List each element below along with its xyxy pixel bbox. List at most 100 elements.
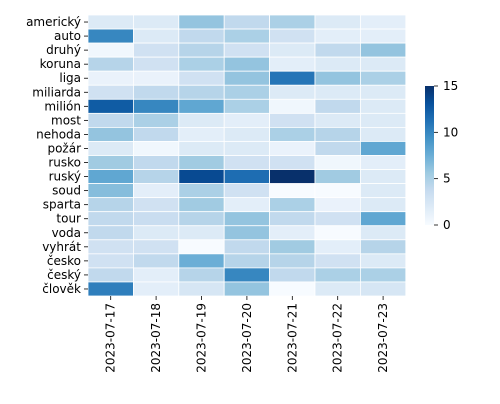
heatmap-cell (269, 239, 316, 255)
heatmap-cell (178, 14, 225, 30)
heatmap-cell (359, 169, 407, 185)
heatmap-cell (269, 70, 316, 86)
heatmap-cell (223, 141, 270, 156)
heatmap-cell (359, 197, 407, 213)
heatmap-cell (132, 197, 180, 213)
heatmap-cell (178, 183, 225, 199)
heatmap-cell (359, 42, 407, 58)
heatmap-cell (178, 98, 225, 114)
heatmap-cell (87, 169, 134, 185)
heatmap-cell (223, 281, 270, 297)
heatmap-cell (178, 70, 225, 86)
column-label: 2023-07-19 (195, 303, 209, 373)
heatmap-cell (359, 211, 407, 227)
column-label: 2023-07-21 (285, 303, 299, 373)
heatmap-cell (178, 155, 225, 170)
heatmap-cell (178, 28, 225, 44)
heatmap-cell (132, 98, 180, 114)
colorbar-tick-label: 5 (443, 172, 451, 186)
row-label: miliarda (32, 85, 81, 99)
colorbar-tick-label: 10 (443, 125, 458, 139)
heatmap-cell (178, 281, 225, 297)
heatmap-cell (132, 225, 180, 241)
heatmap-cell (223, 225, 270, 241)
heatmap-cell (132, 112, 180, 128)
heatmap-cell (87, 183, 134, 199)
heatmap-cell (314, 127, 361, 142)
heatmap-cell (359, 183, 407, 199)
heatmap-cell (132, 84, 180, 100)
heatmap-cell (269, 169, 316, 185)
heatmap-cell (359, 281, 407, 297)
heatmap-cell (178, 141, 225, 156)
heatmap-cell (178, 169, 225, 185)
heatmap-cell (132, 183, 180, 199)
heatmap-cell (269, 267, 316, 283)
heatmap-cell (269, 253, 316, 269)
column-label: 2023-07-22 (331, 303, 345, 373)
heatmap-cell (223, 267, 270, 283)
colorbar-gradient (425, 86, 434, 225)
heatmap-cell (132, 281, 180, 297)
heatmap-cell (132, 239, 180, 255)
heatmap-cell (269, 127, 316, 142)
column-label: 2023-07-17 (104, 303, 118, 373)
heatmap-cell (314, 169, 361, 185)
heatmap-cell (269, 84, 316, 100)
heatmap-cell (269, 183, 316, 199)
heatmap-cell (178, 253, 225, 269)
heatmap-cell (359, 56, 407, 72)
heatmap-cell (223, 211, 270, 227)
heatmap-cell (359, 155, 407, 170)
heatmap-cell (359, 98, 407, 114)
heatmap-cell (269, 112, 316, 128)
heatmap-cell (87, 14, 134, 30)
column-label: 2023-07-20 (240, 303, 254, 373)
colorbar-tick-label: 0 (443, 218, 451, 232)
heatmap-cell (132, 155, 180, 170)
heatmap-cell (314, 225, 361, 241)
row-label: voda (52, 226, 81, 240)
heatmap-cell (87, 28, 134, 44)
heatmap-cell (87, 141, 134, 156)
heatmap-cell (314, 197, 361, 213)
row-label: rusko (48, 156, 81, 170)
row-label: milión (44, 99, 81, 113)
heatmap-cell (314, 112, 361, 128)
heatmap-cell (87, 127, 134, 142)
heatmap-cell (314, 141, 361, 156)
heatmap-cell (269, 42, 316, 58)
heatmap-cell (359, 141, 407, 156)
heatmap-cell (87, 225, 134, 241)
row-label: nehoda (36, 127, 81, 141)
heatmap-cell (359, 225, 407, 241)
heatmap-cell (223, 84, 270, 100)
heatmap-cell (314, 42, 361, 58)
row-label: americký (26, 15, 81, 29)
heatmap-cell (178, 127, 225, 142)
heatmap-cell (178, 112, 225, 128)
heatmap-cell (359, 127, 407, 142)
heatmap-cell (132, 70, 180, 86)
heatmap-cell (359, 70, 407, 86)
heatmap-cell (87, 281, 134, 297)
column-labels: 2023-07-17 2023-07-18 2023-07-19 2023-07-20… (104, 296, 390, 373)
row-label: liga (59, 71, 81, 85)
row-label: tour (56, 212, 81, 226)
heatmap-cell (359, 239, 407, 255)
colorbar-tick-label: 15 (443, 79, 458, 93)
heatmap-cell (359, 28, 407, 44)
heatmap-cell (269, 98, 316, 114)
heatmap-cell (223, 112, 270, 128)
heatmap-cell (87, 155, 134, 170)
heatmap-cell (223, 28, 270, 44)
heatmap-cell (314, 155, 361, 170)
heatmap-cell (87, 70, 134, 86)
row-label: člověk (42, 282, 81, 296)
heatmap-cell (314, 28, 361, 44)
column-label: 2023-07-23 (376, 303, 390, 373)
heatmap-cell (132, 127, 180, 142)
heatmap-cell (87, 56, 134, 72)
heatmap-cell (132, 141, 180, 156)
column-label: 2023-07-18 (149, 303, 163, 373)
